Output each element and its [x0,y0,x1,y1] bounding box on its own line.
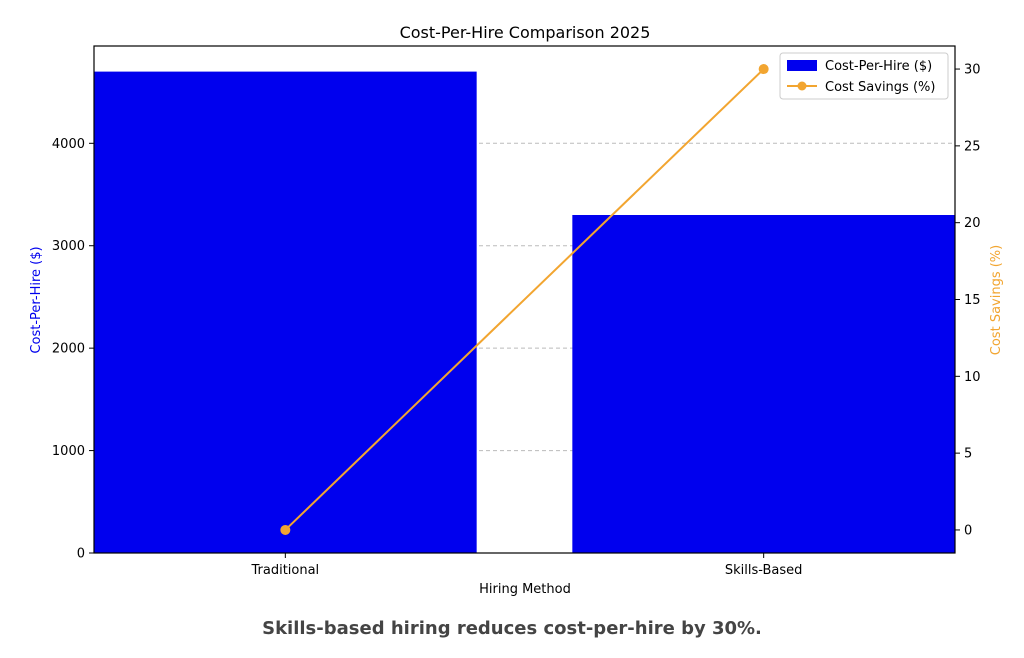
y2-tick-label: 5 [964,447,972,462]
chart-title: Cost-Per-Hire Comparison 2025 [400,23,651,42]
y-tick-label: 1000 [52,444,85,459]
legend-label-cost-savings: Cost Savings (%) [825,80,935,95]
y2-tick-label: 25 [964,139,981,154]
y2-axis-label: Cost Savings (%) [989,245,1004,355]
legend-label-cost-per-hire: Cost-Per-Hire ($) [825,59,932,74]
y-tick-label: 3000 [52,239,85,254]
x-tick-label: Skills-Based [725,563,803,578]
bars [94,71,955,553]
bar [94,71,477,553]
chart: 0 1000 2000 3000 4000 0 5 10 15 20 25 30 Traditional… [29,23,1004,597]
y-tick-label: 0 [77,547,85,562]
bar [572,215,955,553]
y2-tick-label: 0 [964,523,972,538]
y-axis-label: Cost-Per-Hire ($) [29,246,44,353]
y-tick-label: 2000 [52,342,85,357]
savings-line-series [280,64,769,535]
x-axis-label: Hiring Method [479,582,571,597]
y2-tick-label: 10 [964,370,981,385]
y2-tick-label: 30 [964,63,981,78]
line-point [280,524,291,535]
legend: Cost-Per-Hire ($) Cost Savings (%) [779,52,949,100]
axis-ticks: 0 1000 2000 3000 4000 0 5 10 15 20 25 30 Traditional… [52,63,981,578]
y2-tick-label: 20 [964,216,981,231]
legend-box [779,52,949,100]
legend-swatch-bar [787,60,817,71]
legend-swatch-marker [797,81,807,91]
x-tick-label: Traditional [250,563,319,578]
line-point [758,64,769,75]
savings-line [284,68,765,531]
chart-caption: Skills-based hiring reduces cost-per-hir… [262,618,762,639]
y-tick-label: 4000 [52,137,85,152]
y2-tick-label: 15 [964,293,981,308]
